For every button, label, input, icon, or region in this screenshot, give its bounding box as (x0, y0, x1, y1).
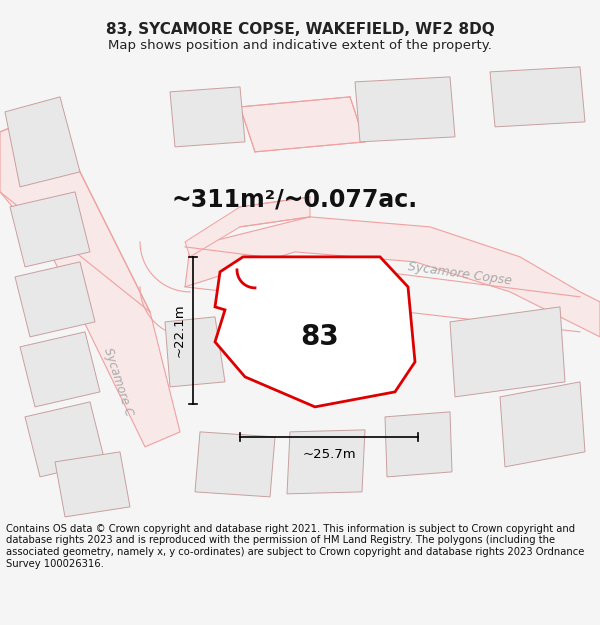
Polygon shape (185, 217, 600, 337)
Polygon shape (385, 412, 452, 477)
Text: Map shows position and indicative extent of the property.: Map shows position and indicative extent… (108, 39, 492, 51)
Polygon shape (287, 430, 365, 494)
Polygon shape (165, 317, 225, 387)
Text: ~25.7m: ~25.7m (302, 448, 356, 461)
Polygon shape (355, 77, 455, 142)
Polygon shape (15, 262, 95, 337)
Polygon shape (240, 97, 365, 152)
Polygon shape (55, 452, 130, 517)
Text: ~311m²/~0.077ac.: ~311m²/~0.077ac. (172, 188, 418, 212)
Polygon shape (500, 382, 585, 467)
Polygon shape (195, 432, 275, 497)
Text: ~22.1m: ~22.1m (173, 304, 185, 357)
Polygon shape (20, 332, 100, 407)
Polygon shape (170, 87, 245, 147)
Polygon shape (185, 197, 310, 257)
Polygon shape (450, 307, 565, 397)
Polygon shape (215, 257, 415, 407)
Text: 83: 83 (301, 323, 340, 351)
Polygon shape (490, 67, 585, 127)
Polygon shape (25, 402, 105, 477)
Polygon shape (5, 97, 80, 187)
Text: Sycamore C: Sycamore C (101, 346, 135, 418)
Polygon shape (0, 112, 180, 447)
Text: 83, SYCAMORE COPSE, WAKEFIELD, WF2 8DQ: 83, SYCAMORE COPSE, WAKEFIELD, WF2 8DQ (106, 22, 494, 38)
Text: Sycamore Copse: Sycamore Copse (407, 260, 513, 288)
Polygon shape (10, 192, 90, 267)
Text: Contains OS data © Crown copyright and database right 2021. This information is : Contains OS data © Crown copyright and d… (6, 524, 584, 569)
